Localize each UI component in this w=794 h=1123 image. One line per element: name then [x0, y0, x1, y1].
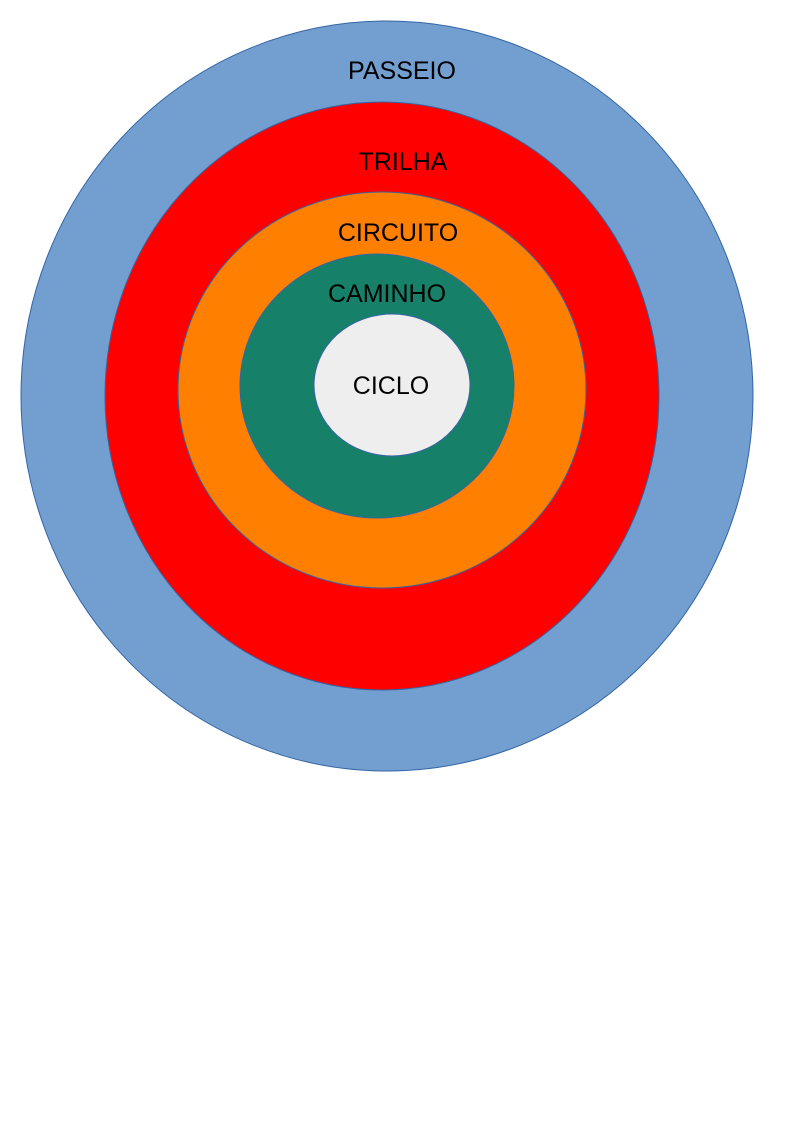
label-ciclo: CICLO	[353, 372, 429, 400]
label-trilha: TRILHA	[359, 148, 448, 176]
ring-ciclo	[313, 313, 471, 457]
label-caminho: CAMINHO	[328, 280, 446, 308]
label-circuito: CIRCUITO	[338, 219, 458, 247]
label-passeio: PASSEIO	[348, 57, 456, 85]
